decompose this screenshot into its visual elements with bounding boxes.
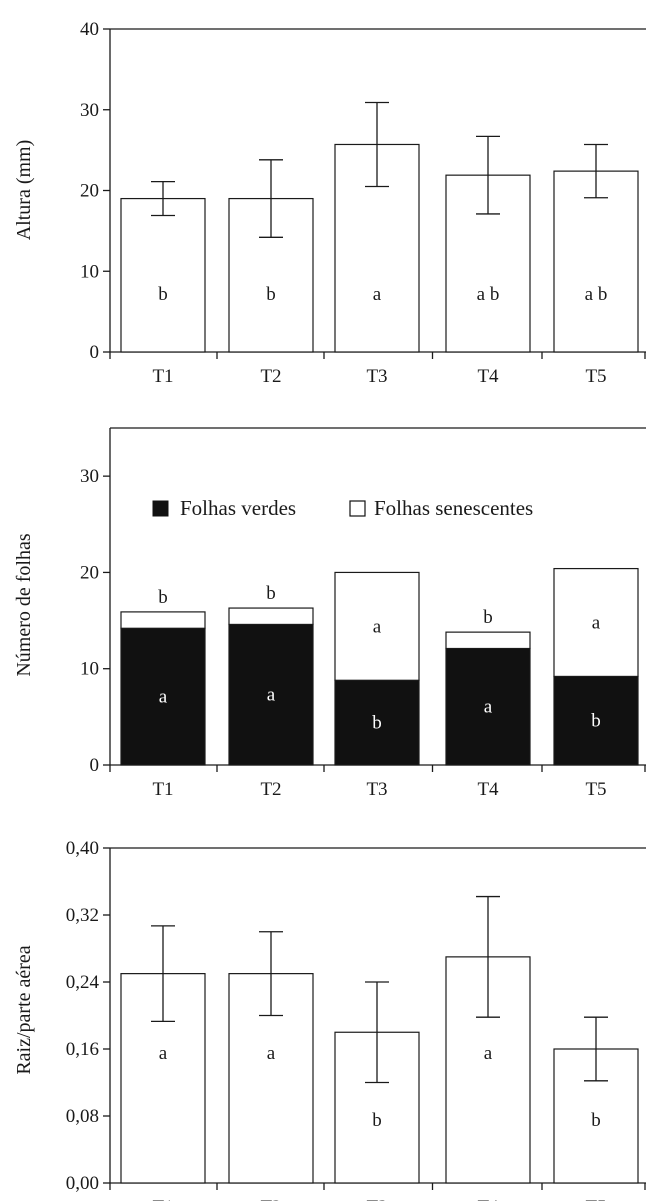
y-axis-title-numero-folhas: Número de folhas (13, 533, 35, 677)
y-tick-label: 0,24 (66, 972, 100, 993)
bar-t3-folhas-verdes (334, 679, 420, 766)
x-tick-label-t2: T2 (260, 366, 281, 387)
significance-letter: a (159, 687, 168, 708)
y-tick-label: 10 (80, 659, 99, 680)
x-tick-label-t5: T5 (585, 1197, 606, 1201)
significance-letter: a (373, 616, 382, 637)
bar-t3-folhas-senescentes (334, 571, 420, 681)
y-tick-label: 0,08 (66, 1106, 99, 1127)
bar-t2-folhas-verdes (228, 623, 314, 766)
significance-letter: a (484, 1043, 493, 1064)
significance-letter: a (159, 1043, 168, 1064)
legend-swatch-folhas-verdes (152, 500, 169, 517)
significance-letter: a (267, 1043, 276, 1064)
x-tick-label-t4: T4 (477, 366, 499, 387)
legend-swatch-folhas-senescentes (349, 500, 366, 517)
significance-letter: a (267, 685, 276, 706)
significance-letter: a b (477, 284, 500, 305)
x-tick-label-t5: T5 (585, 779, 606, 800)
bar-t1-folhas-verdes (120, 627, 206, 766)
y-tick-label: 0,00 (66, 1173, 99, 1194)
significance-letters-raiz-parte-aerea: a a b a b (159, 1043, 601, 1131)
x-tick-label-t3: T3 (366, 1197, 387, 1201)
x-tick-label-t1: T1 (152, 779, 173, 800)
significance-letter: a (484, 697, 493, 718)
bar-t2-folhas-senescentes (228, 607, 314, 626)
x-tick-label-t4: T4 (477, 779, 499, 800)
y-tick-label: 20 (80, 562, 99, 583)
significance-letter: b (158, 284, 168, 305)
bar-t4-folhas-senescentes (445, 631, 531, 650)
error-bars-raiz-parte-aerea (151, 895, 608, 1084)
y-axis-title-raiz-parte-aerea: Raiz/parte aérea (13, 945, 35, 1074)
significance-letters-numero-folhas: a b a b b a a b b a (158, 583, 601, 734)
panel-altura: Altura (mm) b b a a b a b 0 10 20 30 40 T1 T2 T3 T4… (13, 19, 646, 387)
x-tick-label-t3: T3 (366, 779, 387, 800)
y-tick-label: 30 (80, 466, 99, 487)
y-ticks-raiz-parte-aerea: 0,00 0,08 0,16 0,24 0,32 0,40 (66, 838, 110, 1194)
y-tick-label: 30 (80, 100, 99, 121)
significance-letter: b (372, 1110, 382, 1131)
significance-letter: b (158, 587, 168, 608)
significance-letter: b (266, 284, 276, 305)
legend-label-folhas-verdes: Folhas verdes (180, 496, 296, 520)
significance-letter: b (266, 583, 276, 604)
x-tick-label-t1: T1 (152, 1197, 173, 1201)
x-ticks-altura: T1 T2 T3 T4 T5 (109, 352, 646, 387)
error-bars-altura (151, 101, 608, 238)
y-tick-label: 20 (80, 181, 99, 202)
x-tick-label-t2: T2 (260, 779, 281, 800)
x-tick-label-t3: T3 (366, 366, 387, 387)
significance-letter: a (373, 284, 382, 305)
bar-t5 (553, 170, 639, 353)
x-ticks-raiz-parte-aerea: T1 T2 T3 T4 T5 (109, 1183, 646, 1201)
legend: Folhas verdes Folhas senescentes (152, 496, 533, 520)
bar-t1 (120, 197, 206, 353)
legend-label-folhas-senescentes: Folhas senescentes (374, 496, 533, 520)
significance-letter: b (483, 607, 493, 628)
y-ticks-numero-folhas: 0 10 20 30 (80, 466, 110, 776)
y-tick-label: 10 (80, 261, 99, 282)
y-axis-title-altura: Altura (mm) (13, 140, 35, 241)
bar-t4-folhas-verdes (445, 647, 531, 766)
y-tick-label: 0 (90, 342, 100, 363)
panel-numero-folhas: Número de folhas a b a b b a a b b a 0 10 20 30 T1 T2… (13, 427, 646, 800)
y-tick-label: 0,16 (66, 1039, 99, 1060)
bars-raiz-parte-aerea (120, 956, 639, 1184)
x-tick-label-t5: T5 (585, 366, 606, 387)
bar-t1-folhas-senescentes (120, 611, 206, 629)
significance-letter: b (372, 713, 382, 734)
x-tick-label-t2: T2 (260, 1197, 281, 1201)
significance-letter: a b (585, 284, 608, 305)
y-tick-label: 0,32 (66, 905, 99, 926)
significance-letter: b (591, 1110, 601, 1131)
x-tick-label-t4: T4 (477, 1197, 499, 1201)
y-tick-label: 40 (80, 19, 99, 40)
bars-altura (120, 143, 639, 353)
x-ticks-numero-folhas: T1 T2 T3 T4 T5 (109, 765, 646, 800)
x-tick-label-t1: T1 (152, 366, 173, 387)
y-tick-label: 0,40 (66, 838, 99, 859)
significance-letter: b (591, 711, 601, 732)
bar-t5-folhas-verdes (553, 675, 639, 766)
bars-numero-folhas (120, 567, 639, 766)
y-tick-label: 0 (90, 755, 100, 776)
significance-letter: a (592, 612, 601, 633)
y-ticks-altura: 0 10 20 30 40 (80, 19, 110, 363)
bar-t5-folhas-senescentes (553, 567, 639, 678)
